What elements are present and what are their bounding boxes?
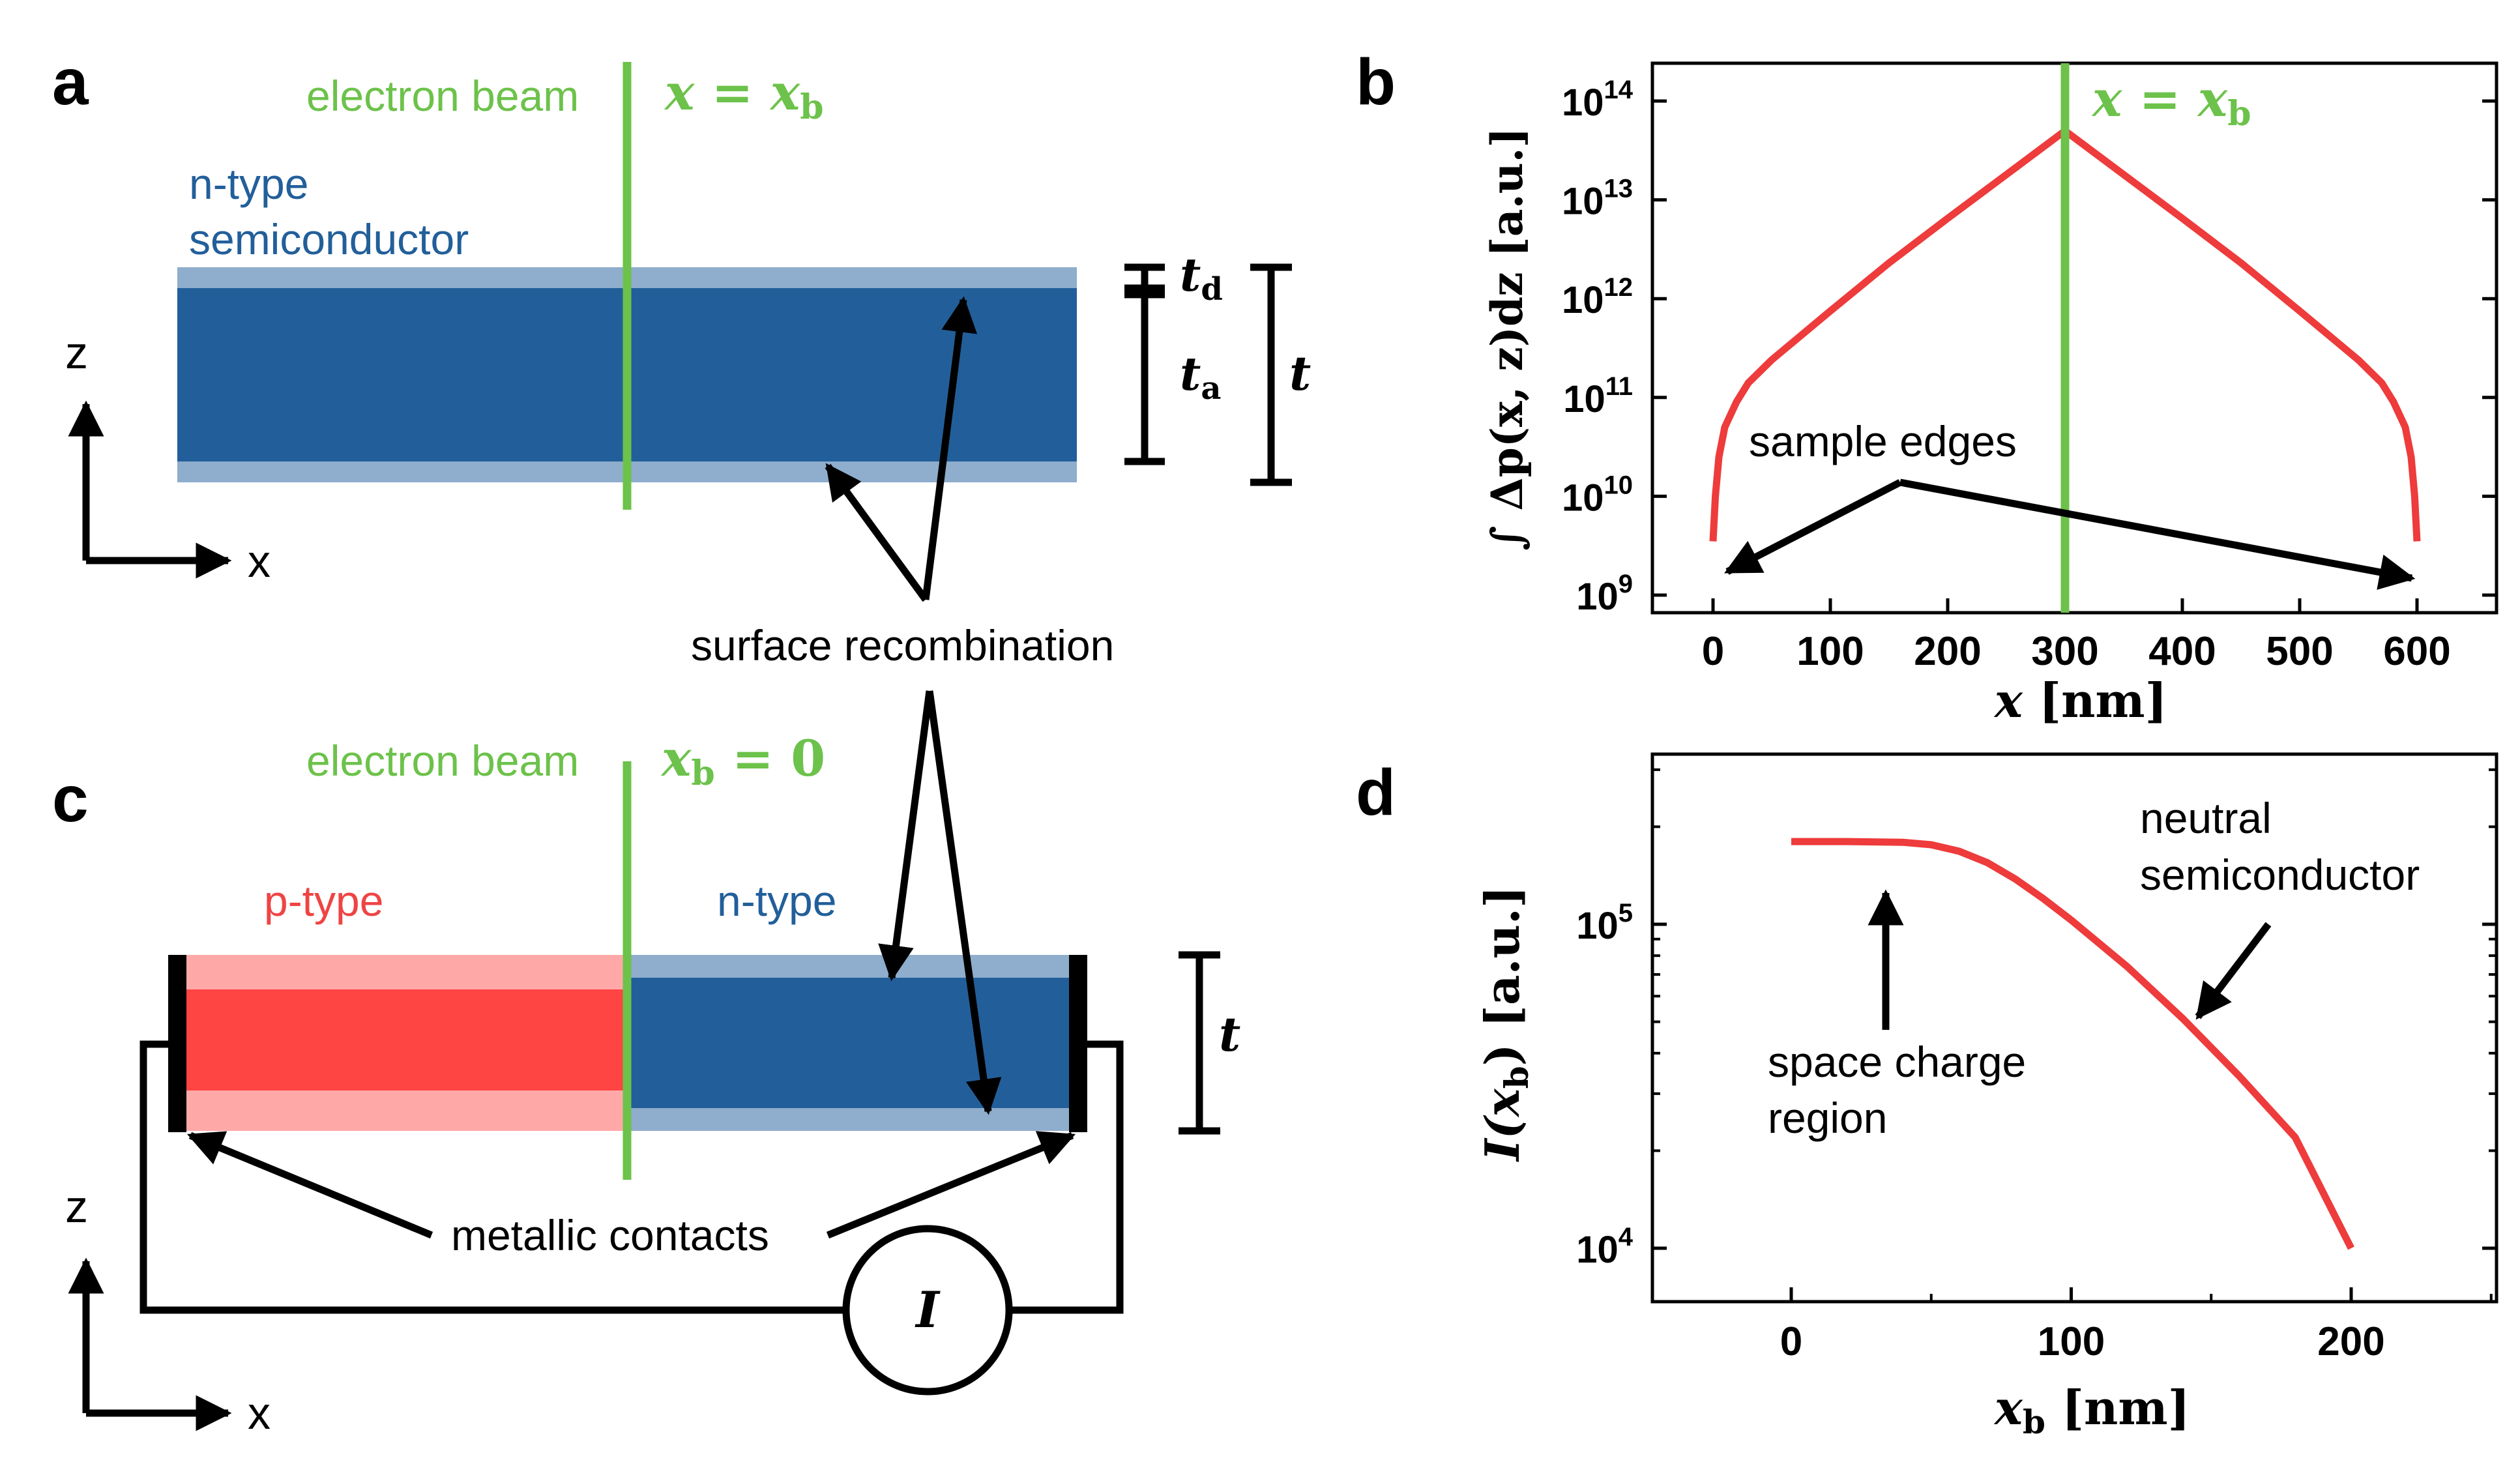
plot-frame-d <box>1650 752 2498 1304</box>
axis-x-label: x <box>248 536 271 587</box>
axis-z-label: z <box>65 327 88 378</box>
circuit-wire-left <box>139 1040 846 1314</box>
thickness-bracket-c <box>1179 951 1220 1135</box>
x-axis-label-d: xb [nm] <box>1993 1380 2190 1441</box>
y-axis-label-b: ∫ Δp(x, z)dz [a.u.] <box>1482 127 1532 551</box>
axis-x-label-c: x <box>248 1388 271 1439</box>
contact-arrows <box>186 1131 1076 1239</box>
x-tick-label: 200 <box>2317 1319 2384 1364</box>
panel-b: b 0 100 200 300 400 500 600 109 1010 1011 1012 101… <box>1356 46 2498 728</box>
circuit-wire-right <box>1009 1040 1124 1314</box>
panel-a: a electron beam x = xb n-type semiconduc… <box>52 46 1311 602</box>
x-tick-label: 200 <box>1914 629 1981 674</box>
x-axis-label-b: x [nm] <box>1993 673 2167 728</box>
axis-z-label-c: z <box>65 1181 88 1232</box>
axis-arrows-c <box>68 1257 232 1431</box>
panel-letter-c: c <box>52 763 89 836</box>
annotation-arrows-d <box>1868 889 2272 1030</box>
n-type-label: n-type <box>717 877 836 925</box>
y-axis-label-d: I(xb) [a.u.] <box>1474 886 1536 1162</box>
metallic-contacts-label: metallic contacts <box>451 1211 769 1259</box>
p-type-slab <box>177 989 627 1090</box>
sample-edges-label: sample edges <box>1749 417 2017 465</box>
panel-d: d 0 100 200 104 105 neutral semiconductor s… <box>1356 752 2498 1441</box>
y-tick-label: 104 <box>1576 1223 1634 1271</box>
x-tick-label: 0 <box>1702 629 1724 674</box>
neutral-label-line2: semiconductor <box>2140 851 2420 899</box>
material-label-line1: n-type <box>189 160 308 208</box>
scr-label-line1: space charge <box>1768 1038 2026 1086</box>
panel-c: c electron beam xb = 0 p-type n-type t I <box>52 690 1240 1439</box>
y-tick-label: 1011 <box>1563 372 1633 420</box>
y-tick-label: 109 <box>1576 570 1633 618</box>
y-tick-label: 1014 <box>1562 76 1634 124</box>
panel-letter-b: b <box>1356 46 1396 119</box>
ammeter-circle <box>842 1225 1013 1396</box>
p-type-label: p-type <box>264 877 383 925</box>
surface-recombination-label: surface recombination <box>691 621 1114 669</box>
x-tick-label: 600 <box>2383 629 2450 674</box>
x-tick-label: 100 <box>2038 1319 2105 1364</box>
y-tick-label: 1010 <box>1562 471 1633 519</box>
y-ticks-b: 109 1010 1011 1012 1013 1014 <box>1562 76 2497 618</box>
axis-arrows-a <box>68 400 232 579</box>
ta-label: ta <box>1180 347 1221 407</box>
x-tick-label: 300 <box>2031 629 2098 674</box>
sample-edge-arrows <box>1724 478 2416 590</box>
beam-position-label: x = xb <box>664 63 824 127</box>
n-type-slab <box>627 978 1077 1108</box>
left-contact <box>168 955 186 1132</box>
x-ticks-d: 0 100 200 <box>1780 1287 2493 1364</box>
material-label-line2: semiconductor <box>189 215 469 263</box>
plot-frame-b <box>1650 61 2498 615</box>
x-tick-label: 400 <box>2148 629 2216 674</box>
x-tick-label: 0 <box>1780 1319 1802 1364</box>
electron-beam-label-c: electron beam <box>306 737 579 785</box>
y-tick-label: 105 <box>1576 899 1633 947</box>
thickness-brackets <box>1124 263 1292 486</box>
surface-recombination-arrows-top <box>825 296 978 602</box>
beam-position-label-b: x = xb <box>2091 70 2251 134</box>
td-label: td <box>1180 248 1223 308</box>
y-tick-label: 1013 <box>1562 175 1633 223</box>
neutral-label-line1: neutral <box>2140 794 2272 842</box>
current-curve <box>1791 838 2354 1250</box>
panel-letter-d: d <box>1356 756 1396 829</box>
panel-letter-a: a <box>52 46 89 119</box>
beam-position-label-c: xb = 0 <box>660 729 825 793</box>
t-label-c: t <box>1219 1006 1240 1062</box>
y-ticks-d: 104 105 <box>1576 768 2497 1271</box>
scr-label-line2: region <box>1768 1094 1887 1142</box>
t-label: t <box>1289 345 1311 401</box>
x-ticks-b: 0 100 200 300 400 500 600 <box>1702 598 2451 674</box>
surface-recombination-arrows-bottom <box>878 690 1002 1115</box>
x-tick-label: 500 <box>2266 629 2333 674</box>
current-label: I <box>915 1281 941 1339</box>
electron-beam-label: electron beam <box>306 72 579 120</box>
x-tick-label: 100 <box>1796 629 1864 674</box>
y-tick-label: 1012 <box>1562 273 1633 321</box>
right-contact <box>1069 955 1087 1132</box>
